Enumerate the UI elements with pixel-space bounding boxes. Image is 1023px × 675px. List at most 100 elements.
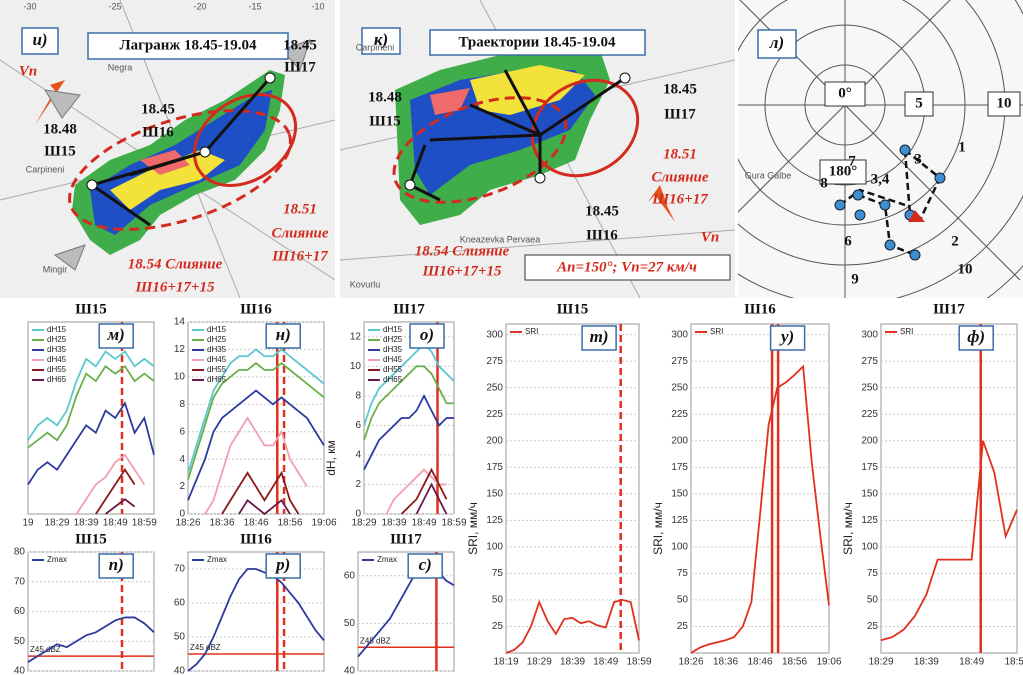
map-panel: л) 0° 180° 5 10 1 2 3 3,4 6 7 8 9 10 Gur… (738, 0, 1023, 298)
chart: 25 50 75 100 125 150 175 200 225 250 275 300 18:19 18… (466, 301, 652, 667)
x-tick-label: 18:36 (713, 657, 738, 668)
x-tick-label: 18:59 (1004, 657, 1023, 668)
time-label: 18.45 (283, 37, 317, 53)
velocity-label: Vп (701, 229, 719, 245)
series-line (27, 616, 155, 663)
y-tick-label: 80 (14, 547, 26, 558)
y-axis-label: SRI, мм/ч (651, 502, 665, 555)
map-panel: и) Лагранж 18.45-19.04 18.45 Ш17 18.45 Ш… (0, 0, 335, 298)
series-line (690, 364, 830, 654)
legend-label: dH55 (207, 365, 227, 374)
x-tick-label: 18:46 (747, 657, 772, 668)
series-line (204, 416, 308, 515)
x-tick-label: 18:26 (678, 657, 703, 668)
event-label: Ш16+17+15 (135, 279, 215, 295)
x-tick-label: 18:56 (277, 518, 302, 529)
y-tick-label: 175 (671, 462, 688, 473)
y-tick-label: 200 (861, 435, 878, 446)
series-line (75, 453, 146, 515)
angle-label: 180° (829, 163, 858, 179)
chart: 40 50 60 70 80 Ш15 Z45 dBZ Zmax п) (14, 531, 155, 675)
legend-label: dH35 (207, 345, 227, 354)
coord-label: -10 (311, 1, 324, 11)
point-label: 9 (851, 271, 859, 287)
y-tick-label: 50 (14, 636, 26, 647)
x-tick-label: 19:06 (816, 657, 841, 668)
legend-label: dH35 (47, 345, 67, 354)
y-tick-label: 250 (861, 382, 878, 393)
x-tick-label: 18:19 (493, 657, 518, 668)
legend-label: dH25 (383, 335, 403, 344)
y-tick-label: 60 (14, 606, 26, 617)
panel-label: с) (419, 555, 432, 574)
panel-label: л) (769, 33, 784, 52)
plot-area (187, 551, 325, 672)
legend-label: dH65 (47, 375, 67, 384)
panel-label-box (98, 553, 134, 579)
y-tick-label: 4 (179, 454, 185, 465)
annotation: Z45 dBZ (30, 645, 61, 654)
series-line (27, 350, 155, 441)
y-tick-label: 10 (174, 371, 186, 382)
y-tick-label: 50 (677, 595, 689, 606)
x-tick-label: 18:36 (209, 518, 234, 529)
y-tick-label: 40 (14, 666, 26, 675)
place-label: Kneazevka Pervaea (460, 234, 541, 244)
coord-label: -25 (108, 1, 121, 11)
y-tick-label: 100 (671, 542, 688, 553)
x-tick-label: 18:39 (381, 518, 406, 529)
chart-title: Ш17 (390, 531, 422, 547)
chart-title: Ш15 (557, 301, 588, 317)
series-line (363, 393, 454, 471)
panel-label: к) (374, 30, 388, 49)
y-tick-label: 150 (486, 488, 503, 499)
motion-label: Aп=150°; Vп=27 км/ч (556, 259, 697, 275)
angle-label: 0° (838, 85, 852, 101)
place-label: Gura Galbe (745, 170, 792, 180)
plot-area (690, 323, 830, 654)
map-panel: к) Траектории 18.45-19.04 18.45 Ш17 18.4… (340, 0, 735, 298)
y-tick-label: 250 (671, 382, 688, 393)
y-tick-label: 275 (861, 356, 878, 367)
series-line (27, 401, 155, 485)
y-tick-label: 150 (671, 488, 688, 499)
y-tick-label: 125 (861, 515, 878, 526)
legend-label: Zmax (207, 555, 227, 564)
time-label: 18.45 (663, 81, 697, 97)
chart: 19 18:29 18:39 18:49 18:59 Ш15 dH15dH25dH35dH4… (22, 301, 157, 528)
chart-title: Ш16 (240, 531, 272, 547)
chart-title: Ш16 (240, 301, 272, 317)
legend-label: dH15 (207, 325, 227, 334)
cell-label: Ш15 (44, 143, 75, 159)
legend-label: dH55 (47, 365, 67, 374)
y-tick-label: 25 (867, 621, 879, 632)
series-line (880, 440, 1018, 642)
y-tick-label: 300 (861, 329, 878, 340)
x-tick-label: 18:56 (782, 657, 807, 668)
y-tick-label: 10 (350, 361, 362, 372)
legend-label: dH65 (383, 375, 403, 384)
legend-label: dH15 (47, 325, 67, 334)
series-line (187, 389, 325, 501)
y-tick-label: 225 (486, 409, 503, 420)
y-tick-label: 40 (344, 666, 356, 675)
y-tick-label: 2 (179, 481, 185, 492)
legend-label: dH45 (207, 355, 227, 364)
event-label: 18.54 Слияние (128, 256, 223, 272)
panel-label-box (407, 553, 443, 579)
chart-title: Ш17 (393, 301, 425, 317)
series-line (238, 498, 291, 516)
plot-area (505, 323, 640, 654)
y-tick-label: 2 (355, 479, 361, 490)
legend-label: dH45 (47, 355, 67, 364)
annotation: Z45 dBZ (190, 643, 221, 652)
cell-label: Ш17 (664, 106, 696, 122)
y-tick-label: 6 (355, 420, 361, 431)
chart: 25 50 75 100 125 150 175 200 225 250 275 300 18:29 18… (841, 301, 1023, 667)
y-tick-label: 175 (486, 462, 503, 473)
x-tick-label: 18:39 (914, 657, 939, 668)
panel-label: м) (107, 325, 125, 344)
velocity-label: Vп (19, 63, 37, 79)
x-tick-label: 18:29 (351, 518, 376, 529)
y-tick-label: 175 (861, 462, 878, 473)
